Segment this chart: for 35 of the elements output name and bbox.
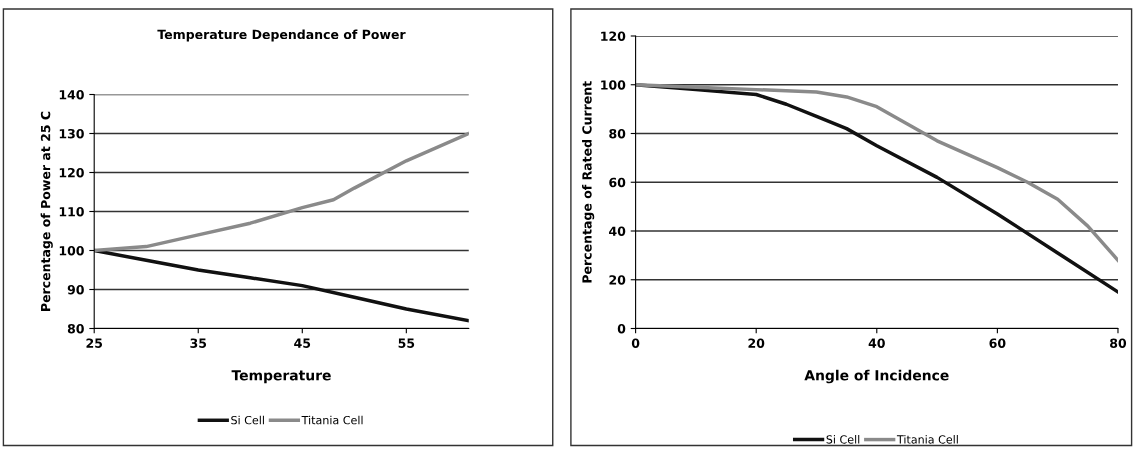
y-tick-label: 60: [609, 177, 626, 188]
x-tick-label: 0: [631, 338, 640, 348]
x-tick-label: 55: [398, 338, 415, 348]
x-tick-label: 80: [1110, 338, 1127, 348]
x-axis-title: Angle of Incidence: [804, 369, 949, 384]
y-tick-label: 130: [59, 128, 84, 139]
y-tick-label: 140: [59, 89, 84, 100]
line-series: [94, 248, 469, 323]
line-series: [94, 131, 469, 253]
x-tick-label: 60: [989, 338, 1006, 348]
y-tick-label: 100: [59, 245, 84, 256]
line-series: [635, 83, 1118, 262]
y-tick-label: 110: [59, 206, 84, 217]
x-axis-title: Temperature: [231, 370, 331, 384]
y-tick-label: 80: [67, 323, 84, 334]
legend-label: Si Cell: [231, 415, 264, 425]
x-tick-label: 40: [868, 338, 885, 348]
x-tick-label: 35: [190, 338, 207, 348]
y-tick-label: 0: [617, 323, 626, 334]
y-tick-label: 120: [59, 167, 84, 178]
legend-label: Titania Cell: [896, 435, 958, 444]
y-tick-label: 40: [609, 226, 626, 236]
chart-title: Temperature Dependance of Power: [157, 29, 406, 42]
legend-label: Titania Cell: [301, 415, 363, 425]
x-tick-label: 20: [748, 338, 765, 348]
y-tick-label: 20: [609, 275, 626, 285]
y-axis-title: Percentage of Rated Current: [582, 81, 595, 283]
y-tick-label: 100: [601, 80, 626, 90]
y-tick-label: 120: [601, 31, 626, 41]
x-tick-label: 25: [86, 338, 103, 348]
y-tick-label: 80: [609, 128, 626, 139]
y-tick-label: 90: [67, 284, 84, 295]
legend-label: Si Cell: [826, 435, 860, 444]
x-tick-label: 45: [294, 338, 311, 348]
y-axis-title: Percentage of Power at 25 C: [40, 111, 53, 311]
